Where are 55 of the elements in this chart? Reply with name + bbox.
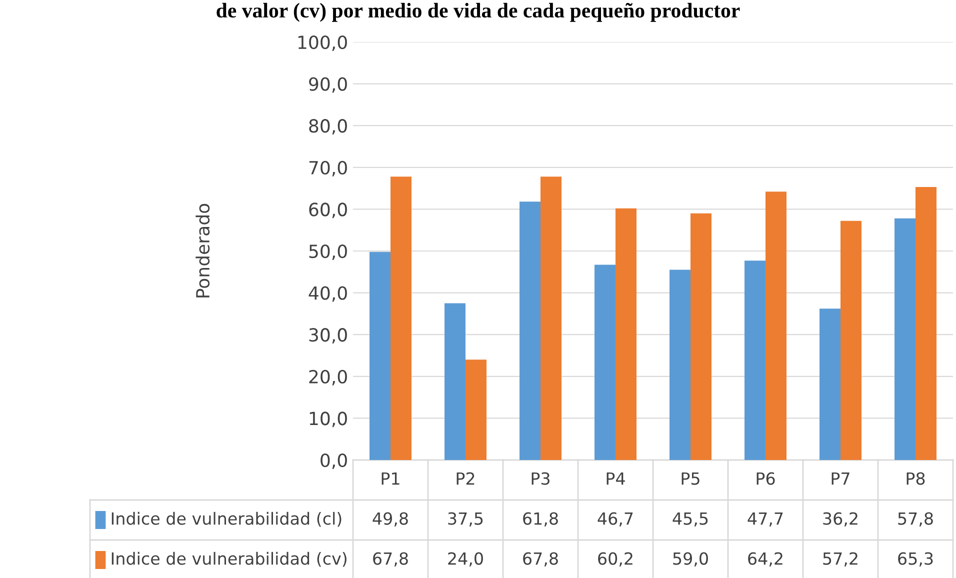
bar xyxy=(466,360,486,460)
bar xyxy=(444,303,466,460)
data-label: 45,5 xyxy=(672,512,708,527)
data-label: 60,2 xyxy=(598,552,632,567)
x-tick-label: P3 xyxy=(532,472,550,485)
bar xyxy=(540,176,562,460)
bar xyxy=(690,213,712,460)
bar xyxy=(916,187,936,460)
data-label: 67,8 xyxy=(523,552,558,567)
y-tick-label: 80,0 xyxy=(309,119,347,135)
bar xyxy=(616,208,636,460)
bar xyxy=(744,260,766,460)
data-label: 47,7 xyxy=(748,512,783,527)
data-label: 57,2 xyxy=(823,552,858,567)
y-tick-label: 40,0 xyxy=(308,286,347,302)
y-tick-label: 60,0 xyxy=(309,202,347,218)
legend-label: Indice de vulnerabilidad (cl) xyxy=(112,512,342,527)
data-label: 67,8 xyxy=(373,552,408,567)
x-tick-label: P7 xyxy=(832,472,850,485)
bar xyxy=(840,220,862,460)
x-tick-label: P4 xyxy=(606,472,625,485)
data-label: 59,0 xyxy=(673,552,708,567)
bar xyxy=(766,192,786,460)
data-label: 24,0 xyxy=(448,552,483,567)
data-label: 61,8 xyxy=(523,512,558,527)
legend-label: Indice de vulnerabilidad (cv) xyxy=(112,552,346,567)
x-tick-label: P2 xyxy=(456,472,474,485)
bar xyxy=(670,270,690,460)
y-tick-label: 0,0 xyxy=(320,453,347,469)
data-label: 46,7 xyxy=(598,512,633,527)
data-label: 36,2 xyxy=(823,512,858,527)
bar xyxy=(370,252,390,460)
data-label: 37,5 xyxy=(448,512,483,527)
bar xyxy=(894,218,916,460)
data-label: 57,8 xyxy=(898,512,933,527)
bar xyxy=(820,308,840,460)
y-tick-label: 100,0 xyxy=(298,35,347,51)
y-tick-label: 30,0 xyxy=(309,328,347,344)
bar xyxy=(390,176,412,460)
data-label: 49,8 xyxy=(372,512,408,527)
y-tick-label: 20,0 xyxy=(309,370,347,386)
x-tick-label: P5 xyxy=(682,472,700,485)
y-tick-label: 90,0 xyxy=(309,77,347,93)
y-tick-label: 10,0 xyxy=(310,412,347,428)
y-tick-label: 70,0 xyxy=(309,160,347,176)
x-tick-label: P6 xyxy=(756,472,775,485)
bar xyxy=(520,202,540,460)
data-label: 65,3 xyxy=(898,552,933,567)
bar xyxy=(594,264,616,460)
x-tick-label: P1 xyxy=(382,472,400,485)
y-axis-title: Ponderado xyxy=(196,204,210,298)
data-label: 64,2 xyxy=(748,552,782,567)
x-tick-label: P8 xyxy=(906,472,925,485)
chart-title: de valor (cv) por medio de vida de cada pequeño productor xyxy=(216,2,740,22)
y-tick-label: 50,0 xyxy=(309,244,347,260)
